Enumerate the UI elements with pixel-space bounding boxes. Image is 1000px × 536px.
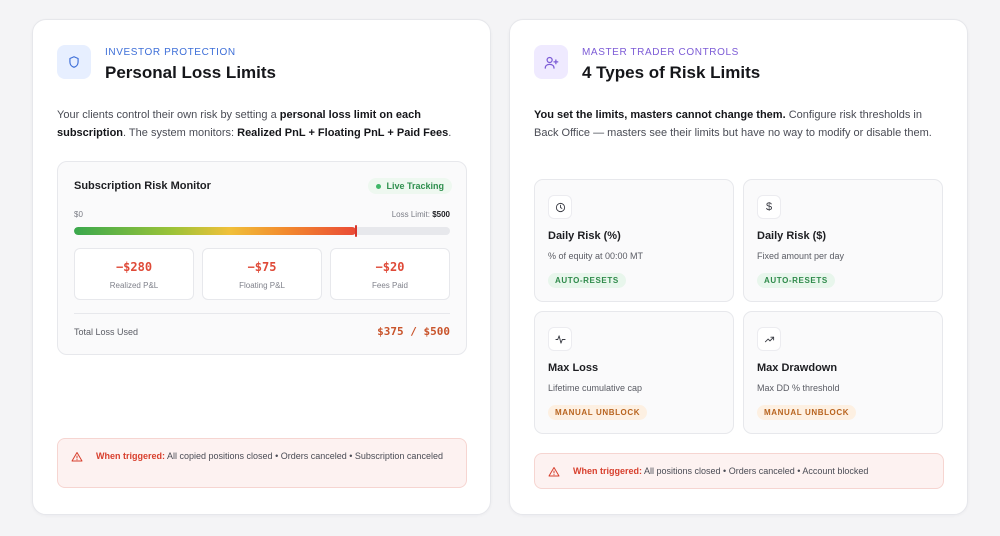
section-eyebrow: INVESTOR PROTECTION [105,47,236,58]
stat-fees-paid: −$20 Fees Paid [330,248,450,300]
trigger-alert: When triggered: All positions closed • O… [534,453,944,489]
section-title: 4 Types of Risk Limits [582,63,761,82]
monitor-title: Subscription Risk Monitor [74,180,211,192]
intro-text: You set the limits, masters cannot chang… [534,109,932,139]
risk-card-daily-dollar[interactable]: $ Daily Risk ($) Fixed amount per day AU… [743,179,943,302]
live-tracking-badge: Live Tracking [368,178,452,194]
activity-icon [548,327,572,351]
card-header: INVESTOR PROTECTION Personal Loss Limits [57,45,276,83]
loss-progress-marker [355,225,357,237]
auto-resets-badge: AUTO-RESETS [548,273,626,288]
shield-icon [57,45,91,79]
clock-icon [548,195,572,219]
investor-protection-card: INVESTOR PROTECTION Personal Loss Limits… [32,19,491,515]
loss-progress-fill [74,227,356,235]
warning-icon [71,451,83,468]
user-plus-icon [534,45,568,79]
scale-min: $0 [74,210,83,219]
master-trader-controls-card: MASTER TRADER CONTROLS 4 Types of Risk L… [509,19,968,515]
intro-text: Your clients control their own risk by s… [57,109,452,139]
manual-unblock-badge: MANUAL UNBLOCK [548,405,648,420]
risk-card-max-loss[interactable]: Max Loss Lifetime cumulative cap MANUAL … [534,311,734,434]
dollar-icon: $ [757,195,781,219]
total-loss-value: $375 / $500 [377,325,450,338]
total-loss-row: Total Loss Used $375 / $500 [74,313,450,349]
risk-card-max-drawdown[interactable]: Max Drawdown Max DD % threshold MANUAL U… [743,311,943,434]
trending-icon [757,327,781,351]
stat-realized-pnl: −$280 Realized P&L [74,248,194,300]
section-title: Personal Loss Limits [105,63,276,82]
scale-max: Loss Limit: $500 [391,210,450,219]
risk-card-daily-percent[interactable]: Daily Risk (%) % of equity at 00:00 MT A… [534,179,734,302]
loss-progress-bar [74,227,450,235]
warning-icon [548,466,560,483]
auto-resets-badge: AUTO-RESETS [757,273,835,288]
subscription-risk-monitor: Subscription Risk Monitor Live Tracking … [57,161,467,355]
pnl-stats: −$280 Realized P&L −$75 Floating P&L −$2… [74,248,450,300]
total-loss-label: Total Loss Used [74,326,139,337]
card-header: MASTER TRADER CONTROLS 4 Types of Risk L… [534,45,760,83]
live-dot-icon [376,183,382,189]
section-eyebrow: MASTER TRADER CONTROLS [582,47,739,58]
manual-unblock-badge: MANUAL UNBLOCK [757,405,857,420]
stat-floating-pnl: −$75 Floating P&L [202,248,322,300]
trigger-alert: When triggered: All copied positions clo… [57,438,467,488]
